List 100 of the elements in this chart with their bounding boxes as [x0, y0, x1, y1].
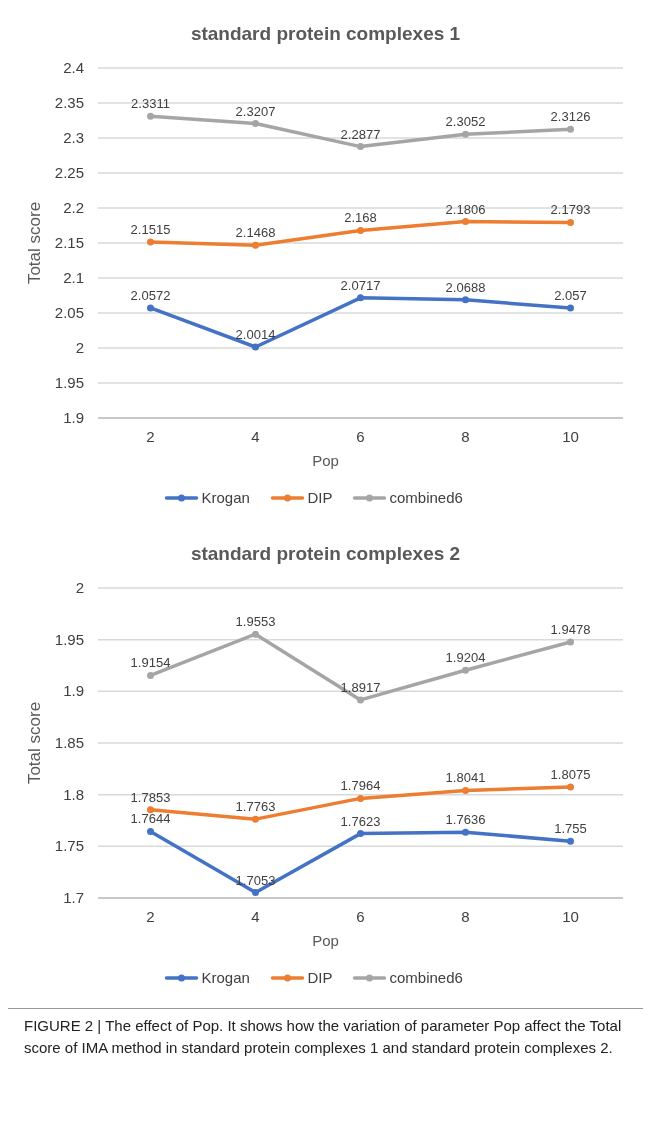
data-label: 2.0688	[445, 279, 486, 295]
data-label: 2.057	[554, 288, 587, 304]
x-tick-label: 4	[251, 428, 260, 445]
point	[357, 143, 364, 151]
x-tick-label: 10	[562, 908, 579, 925]
y-tick-label: 1.75	[54, 837, 84, 855]
data-label: 2.168	[344, 210, 377, 226]
data-label: 2.3311	[131, 96, 170, 112]
point	[147, 827, 154, 835]
y-tick-label: 2.3	[63, 129, 84, 146]
data-label: 2.1793	[550, 202, 591, 218]
data-label: 1.8041	[445, 770, 486, 786]
data-label: 1.8075	[550, 766, 591, 782]
point	[252, 630, 259, 638]
point	[357, 294, 364, 302]
point	[252, 815, 259, 823]
y-tick-label: 2.05	[54, 304, 84, 321]
legend-label: Krogan	[201, 969, 250, 986]
data-label: 1.9478	[550, 621, 591, 637]
point	[567, 783, 574, 791]
point	[147, 238, 154, 246]
x-tick-label: 4	[251, 908, 260, 925]
point	[252, 343, 259, 351]
x-tick-label: 2	[146, 428, 155, 445]
data-label: 2.3207	[235, 103, 276, 119]
y-tick-label: 2.2	[63, 199, 84, 216]
point	[252, 241, 259, 249]
y-tick-label: 1.85	[54, 734, 84, 751]
point	[462, 666, 469, 674]
data-label: 1.7763	[235, 799, 276, 815]
x-tick-label: 10	[562, 428, 579, 445]
legend-label: DIP	[307, 969, 333, 986]
x-axis-title: Pop	[312, 932, 339, 949]
point	[567, 218, 574, 226]
y-tick-label: 1.95	[54, 630, 84, 648]
point	[567, 125, 574, 133]
x-tick-label: 8	[461, 428, 470, 445]
point	[357, 226, 364, 234]
data-label: 2.0572	[130, 287, 171, 303]
data-label: 2.3052	[445, 114, 486, 130]
x-tick-label: 2	[146, 908, 155, 925]
data-label: 1.9154	[130, 655, 171, 671]
data-label: 1.7623	[340, 813, 381, 829]
point	[147, 112, 154, 120]
data-label: 2.0717	[340, 277, 381, 293]
point	[567, 304, 574, 312]
data-label: 1.7636	[445, 812, 486, 828]
point	[357, 696, 364, 704]
point	[462, 786, 469, 794]
y-axis-title: Total score	[25, 201, 44, 285]
y-tick-label: 2.25	[54, 164, 84, 181]
data-label: 1.7053	[235, 872, 276, 888]
data-label: 2.1468	[235, 225, 276, 241]
x-tick-label: 6	[356, 908, 365, 925]
y-tick-label: 2.4	[63, 59, 84, 76]
data-label: 2.1515	[130, 221, 171, 237]
y-tick-label: 1.9	[63, 409, 84, 426]
y-tick-label: 2.1	[63, 269, 84, 286]
legend-label: combined6	[389, 969, 463, 986]
data-label: 1.7853	[130, 789, 171, 805]
point	[462, 218, 469, 226]
data-label: 2.3126	[550, 109, 591, 125]
legend-label: combined6	[389, 489, 463, 506]
point	[462, 296, 469, 304]
point	[357, 794, 364, 802]
x-tick-label: 6	[356, 428, 365, 445]
data-label: 1.8917	[340, 679, 381, 695]
y-tick-label: 1.7	[63, 889, 84, 906]
chart-title: standard protein complexes 2	[190, 543, 461, 564]
data-label: 1.7644	[130, 811, 171, 827]
x-tick-label: 8	[461, 908, 470, 925]
data-label: 1.9204	[445, 650, 486, 666]
y-axis-title: Total score	[25, 701, 44, 785]
legend-label: DIP	[307, 489, 333, 506]
y-tick-label: 2.15	[54, 234, 84, 251]
point	[147, 304, 154, 312]
point	[252, 889, 259, 897]
data-label: 1.7964	[340, 778, 381, 794]
point	[147, 671, 154, 679]
point	[147, 806, 154, 814]
point	[357, 830, 364, 838]
y-tick-label: 2	[75, 579, 84, 596]
data-label: 1.9553	[235, 614, 276, 630]
point	[567, 837, 574, 845]
y-tick-label: 2	[75, 339, 84, 356]
point	[462, 828, 469, 836]
point	[252, 120, 259, 128]
data-label: 2.0014	[235, 327, 276, 343]
caption: FIGURE 2 | The effect of Pop. It shows how the variation of parameter Pop affect the Total score of IMA method in standard protein complexes 1 and standard protein complexes 2.	[8, 1008, 643, 1065]
data-label: 2.1806	[445, 201, 486, 217]
y-tick-label: 1.95	[54, 374, 84, 391]
chart-title: standard protein complexes 1	[190, 23, 461, 44]
y-tick-label: 2.35	[54, 94, 84, 111]
legend-label: Krogan	[201, 489, 250, 506]
data-label: 2.2877	[340, 126, 381, 142]
y-tick-label: 1.8	[63, 785, 84, 803]
data-label: 1.755	[554, 821, 587, 837]
y-tick-label: 1.9	[63, 682, 84, 700]
point	[462, 130, 469, 138]
x-axis-title: Pop	[312, 452, 339, 469]
